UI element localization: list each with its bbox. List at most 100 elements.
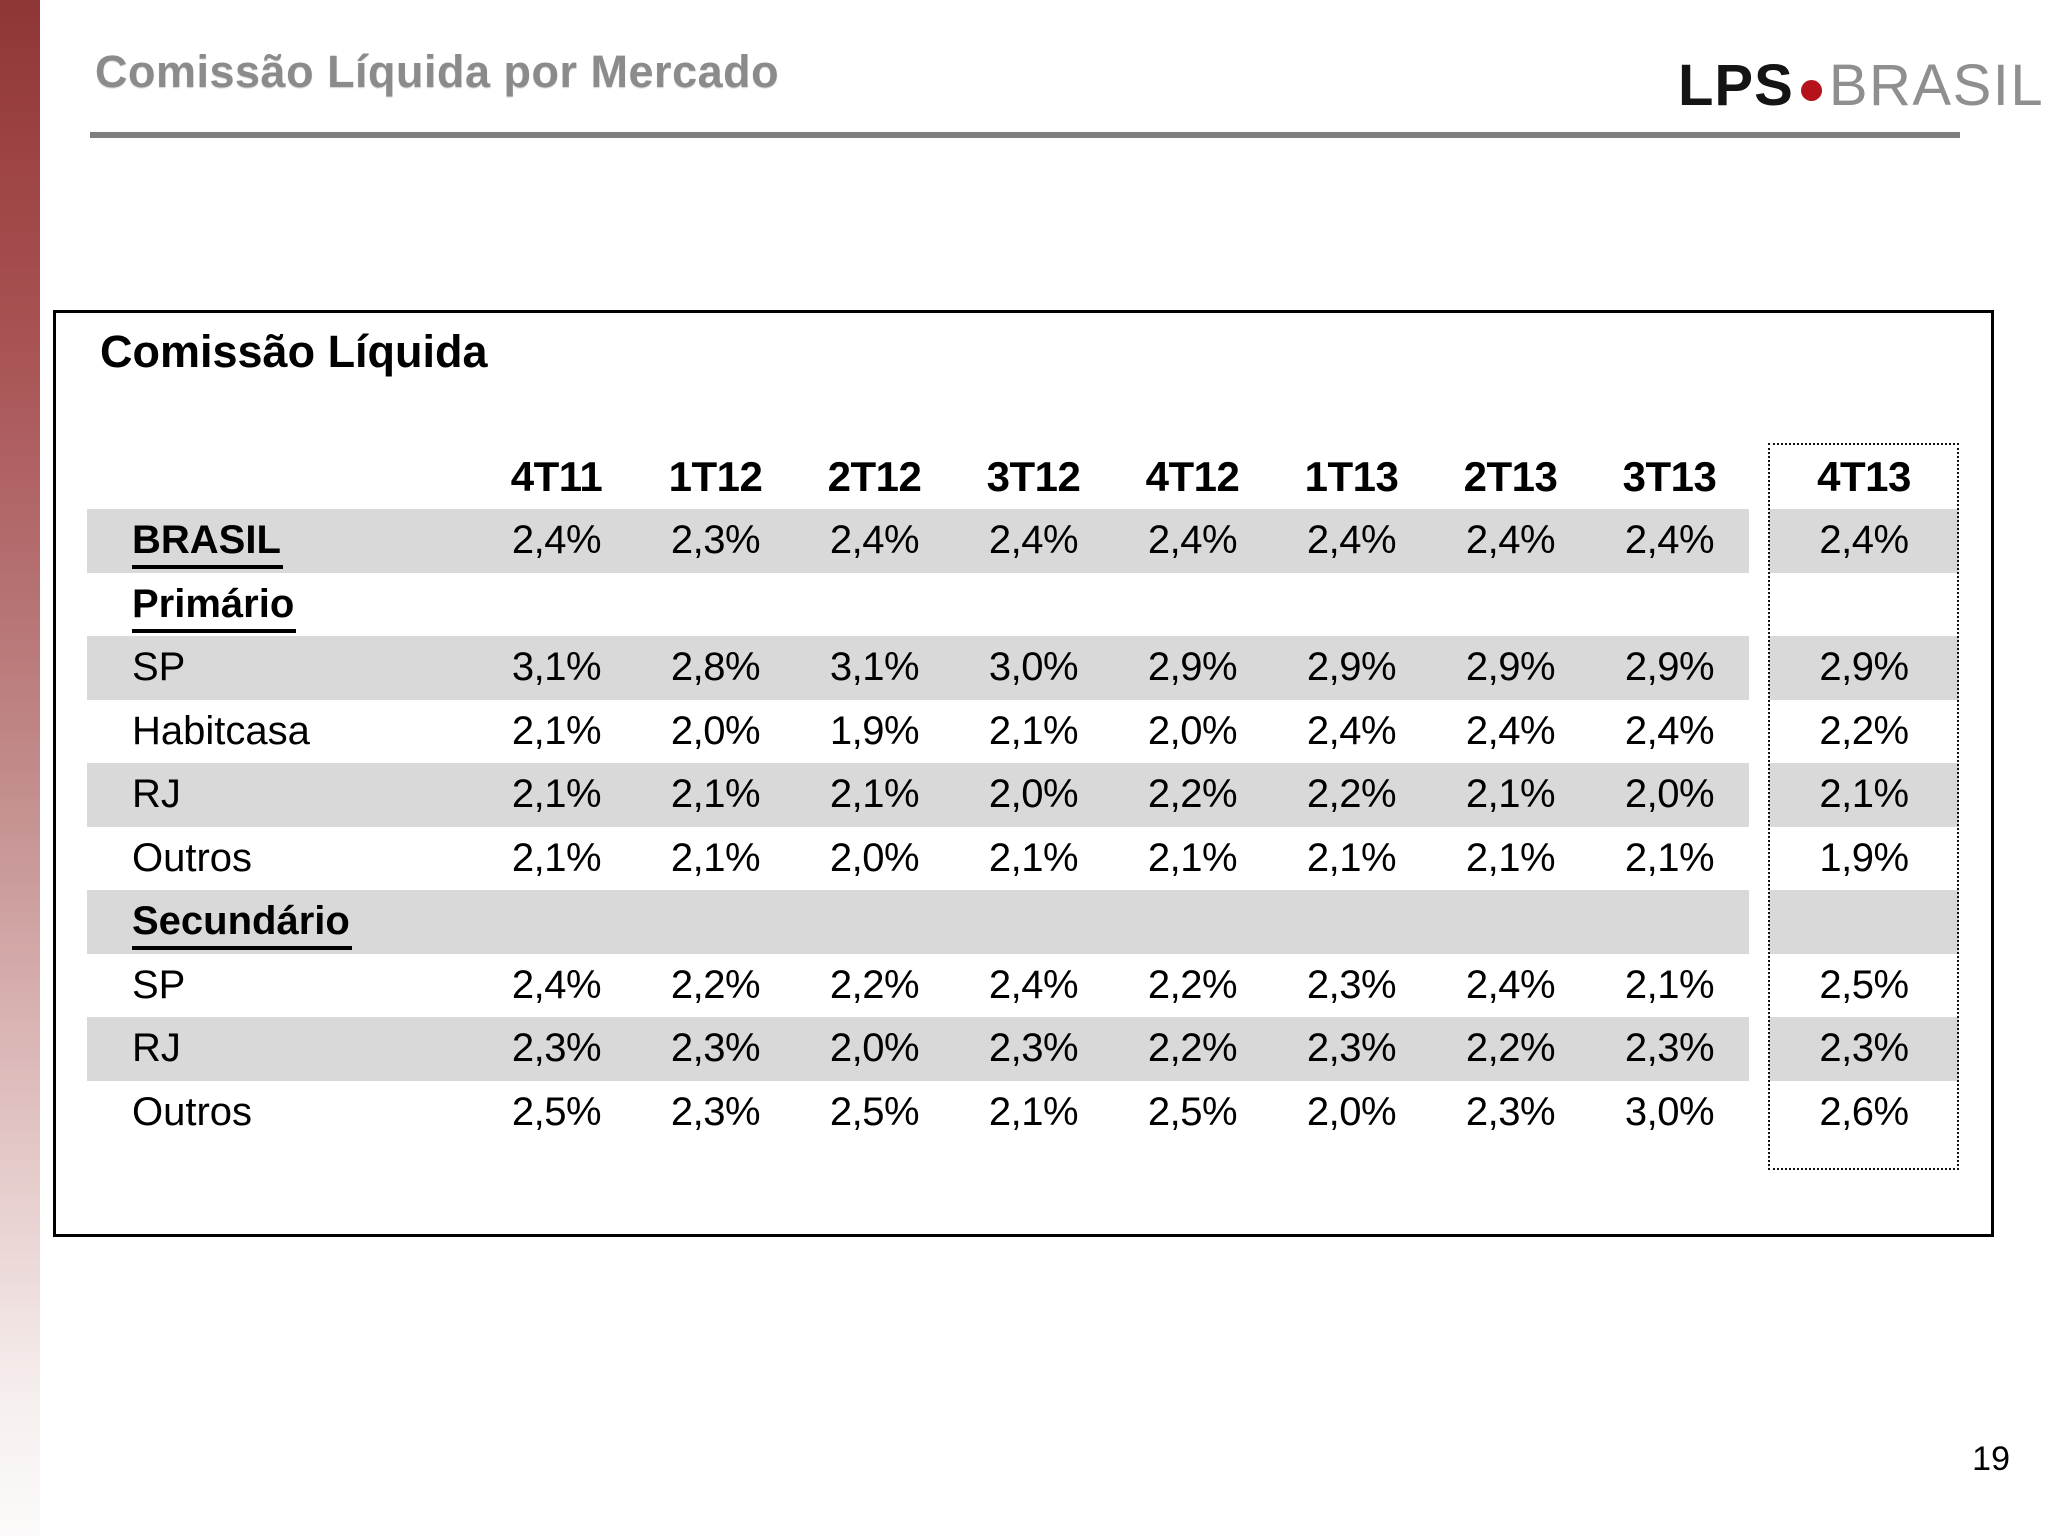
- value-cell: 3,1%: [829, 645, 920, 690]
- row-label: RJ: [132, 1026, 181, 1071]
- table-row: Secundário: [87, 890, 1959, 954]
- value-cell: 2,3%: [1306, 1026, 1397, 1071]
- value-cell: 2,4%: [988, 518, 1079, 563]
- value-cell: 2,1%: [829, 772, 920, 817]
- value-cell: 2,5%: [1147, 1089, 1238, 1134]
- value-cell: 2,1%: [1465, 835, 1556, 880]
- value-cell: 2,4%: [1624, 708, 1715, 753]
- value-cell-highlighted: 2,6%: [1819, 1089, 1909, 1134]
- value-cell: 2,1%: [670, 772, 761, 817]
- value-cell: 2,1%: [1624, 962, 1715, 1007]
- row-label: Secundário: [87, 899, 477, 951]
- column-header-highlighted: 4T13: [1817, 453, 1911, 500]
- value-cell: 2,4%: [1306, 708, 1397, 753]
- value-cell: 2,9%: [1624, 645, 1715, 690]
- row-label: BRASIL: [87, 518, 477, 570]
- value-cell: 2,3%: [670, 1026, 761, 1071]
- value-cell: 2,4%: [1465, 518, 1556, 563]
- value-cell: 2,0%: [829, 835, 920, 880]
- table-row: SP 2,4% 2,2% 2,2% 2,4% 2,2% 2,3% 2,4% 2,…: [87, 954, 1959, 1018]
- value-cell: 2,1%: [988, 835, 1079, 880]
- table-row: RJ 2,3% 2,3% 2,0% 2,3% 2,2% 2,3% 2,2% 2,…: [87, 1017, 1959, 1081]
- value-cell: 2,2%: [1147, 1026, 1238, 1071]
- value-cell: 2,3%: [1306, 962, 1397, 1007]
- value-cell: 2,4%: [511, 962, 602, 1007]
- value-cell: 2,1%: [670, 835, 761, 880]
- value-cell: 3,0%: [988, 645, 1079, 690]
- slide-title: Comissão Líquida por Mercado: [95, 46, 780, 97]
- column-header: 4T12: [1145, 453, 1240, 500]
- value-cell-highlighted: 2,4%: [1769, 509, 1959, 573]
- value-cell: 2,0%: [988, 772, 1079, 817]
- value-cell: 2,2%: [1465, 1026, 1556, 1071]
- table-rows: BRASIL 2,4% 2,3% 2,4% 2,4% 2,4% 2,4% 2,4…: [87, 509, 1959, 1144]
- row-label: Outros: [132, 1089, 253, 1134]
- title-divider: [90, 132, 1960, 138]
- logo-text-lps: LPS: [1678, 53, 1794, 118]
- logo-text-brasil: BRASIL: [1828, 53, 2045, 118]
- table-row: Primário: [87, 573, 1959, 637]
- value-cell: 2,3%: [1465, 1089, 1556, 1134]
- value-cell: 2,4%: [1465, 708, 1556, 753]
- value-cell: 2,0%: [1147, 708, 1238, 753]
- value-cell: 2,9%: [1465, 645, 1556, 690]
- value-cell: 2,3%: [511, 1026, 602, 1071]
- value-cell: 2,0%: [1624, 772, 1715, 817]
- value-cell: 2,5%: [829, 1089, 920, 1134]
- value-cell: 2,1%: [511, 835, 602, 880]
- value-cell: 2,1%: [1624, 835, 1715, 880]
- value-cell: 2,5%: [511, 1089, 602, 1134]
- value-cell: 2,1%: [1147, 835, 1238, 880]
- value-cell: 2,4%: [988, 962, 1079, 1007]
- page-number: 19: [1972, 1440, 2010, 1478]
- value-cell: 2,9%: [1306, 645, 1397, 690]
- value-cell: 2,8%: [670, 645, 761, 690]
- table-row: RJ 2,1% 2,1% 2,1% 2,0% 2,2% 2,2% 2,1% 2,…: [87, 763, 1959, 827]
- value-cell: 2,2%: [1306, 772, 1397, 817]
- value-cell: 2,4%: [829, 518, 920, 563]
- table-row: Habitcasa 2,1% 2,0% 1,9% 2,1% 2,0% 2,4% …: [87, 700, 1959, 764]
- value-cell: 2,3%: [670, 1089, 761, 1134]
- row-label: SP: [132, 645, 186, 690]
- column-header: 1T13: [1304, 453, 1399, 500]
- column-header: 3T13: [1622, 453, 1717, 500]
- table-title: Comissão Líquida: [100, 326, 488, 377]
- value-cell: 2,0%: [829, 1026, 920, 1071]
- table-row: BRASIL 2,4% 2,3% 2,4% 2,4% 2,4% 2,4% 2,4…: [87, 509, 1959, 573]
- column-header: 1T12: [668, 453, 763, 500]
- value-cell-highlighted: [1769, 890, 1959, 954]
- table-row: Outros 2,5% 2,3% 2,5% 2,1% 2,5% 2,0% 2,3…: [87, 1081, 1959, 1145]
- header-row: 4T11 1T12 2T12 3T12 4T12 1T13 2T13 3T13 …: [87, 445, 1959, 509]
- row-label: Habitcasa: [132, 708, 310, 753]
- value-cell: 2,4%: [511, 518, 602, 563]
- value-cell: 2,2%: [1147, 962, 1238, 1007]
- row-label: SP: [132, 962, 186, 1007]
- column-header: 2T12: [827, 453, 922, 500]
- logo-dot-icon: [1800, 80, 1822, 101]
- value-cell: 3,1%: [511, 645, 602, 690]
- value-cell: 2,1%: [511, 708, 602, 753]
- value-cell: 2,4%: [1306, 518, 1397, 563]
- column-header: 4T11: [510, 453, 603, 500]
- value-cell: 2,1%: [1465, 772, 1556, 817]
- table-row: Outros 2,1% 2,1% 2,0% 2,1% 2,1% 2,1% 2,1…: [87, 827, 1959, 891]
- table-row: SP 3,1% 2,8% 3,1% 3,0% 2,9% 2,9% 2,9% 2,…: [87, 636, 1959, 700]
- value-cell: 2,2%: [1147, 772, 1238, 817]
- value-cell-highlighted: 2,1%: [1769, 763, 1959, 827]
- left-gradient-strip: [0, 0, 40, 1536]
- company-logo: LPS BRASIL: [1678, 52, 2044, 119]
- value-cell: 3,0%: [1624, 1089, 1715, 1134]
- value-cell: 2,0%: [670, 708, 761, 753]
- value-cell: 2,9%: [1147, 645, 1238, 690]
- value-cell: 2,4%: [1147, 518, 1238, 563]
- row-label: Outros: [132, 835, 253, 880]
- value-cell: 2,4%: [1624, 518, 1715, 563]
- value-cell-highlighted: 2,2%: [1819, 708, 1909, 753]
- column-header: 2T13: [1463, 453, 1558, 500]
- value-cell-highlighted: 2,9%: [1769, 636, 1959, 700]
- row-label: Primário: [87, 581, 477, 633]
- value-cell: 2,1%: [1306, 835, 1397, 880]
- value-cell: 1,9%: [829, 708, 920, 753]
- value-cell-highlighted: [1769, 573, 1959, 637]
